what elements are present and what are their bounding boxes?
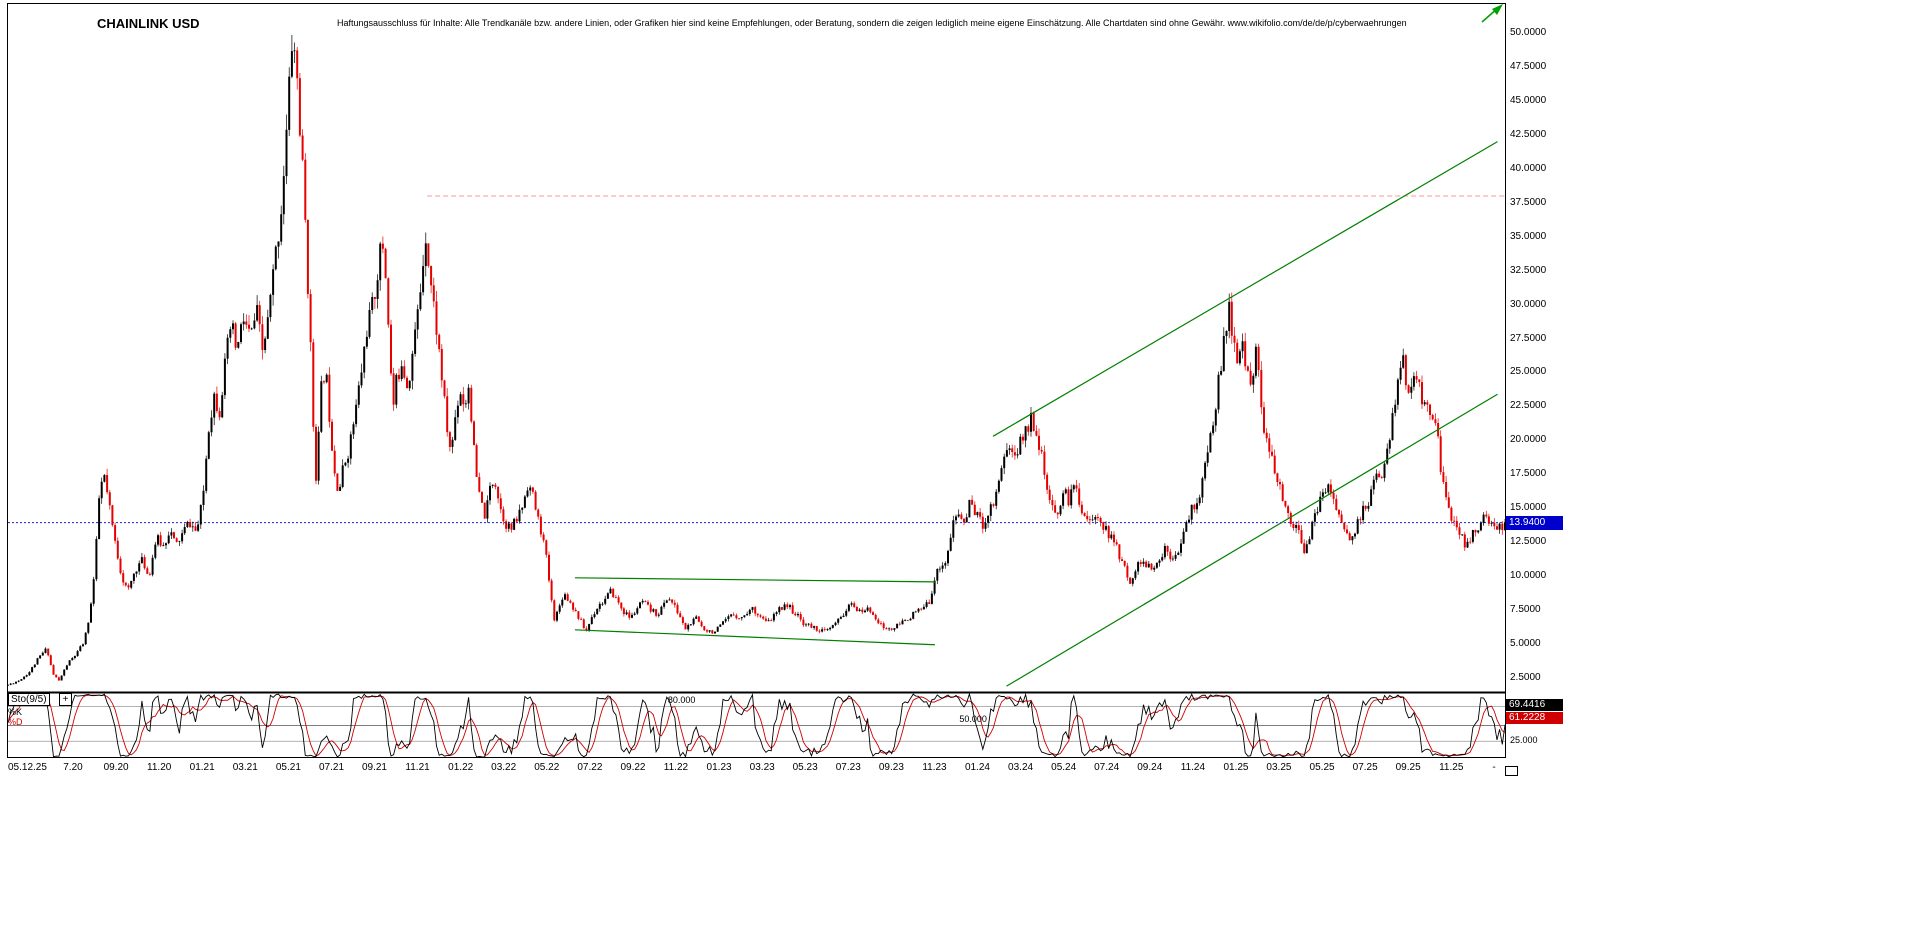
time-axis-label: 01.21 <box>189 762 215 773</box>
time-axis-label: 05.21 <box>275 762 301 773</box>
axis-corner-button[interactable] <box>1505 766 1518 776</box>
chart-title: CHAINLINK USD <box>97 16 200 31</box>
time-axis-label: 03.25 <box>1266 762 1292 773</box>
time-axis-label: 09.21 <box>361 762 387 773</box>
trend-arrow-icon <box>1492 4 1503 15</box>
candle-bodies-up <box>7 50 1506 686</box>
ascending-channel-upper-line[interactable] <box>992 141 1498 437</box>
price-axis-label: 37.5000 <box>1510 196 1547 208</box>
time-axis-label: - <box>1492 762 1496 773</box>
time-axis-label: 09.20 <box>103 762 129 773</box>
price-axis-label: 12.5000 <box>1510 536 1547 548</box>
stoch-level-label: 50.000 <box>959 713 987 724</box>
time-axis-label: 07.23 <box>835 762 861 773</box>
stoch-k-label: %K <box>8 707 23 717</box>
time-axis-label: 11.21 <box>405 762 430 773</box>
time-axis-label: 07.24 <box>1094 762 1120 773</box>
price-axis-label: 22.5000 <box>1510 400 1547 412</box>
current-price-tag: 13.9400 <box>1506 515 1563 530</box>
price-axis-label: 30.0000 <box>1510 298 1547 310</box>
price-axis-label: 15.0000 <box>1510 502 1547 514</box>
time-axis-label: 11.24 <box>1180 762 1206 773</box>
time-axis-label: 11.20 <box>147 762 172 773</box>
time-axis-label: 07.21 <box>318 762 345 773</box>
candle-bodies-down <box>47 50 1504 681</box>
stoch-d-value-tag: 61.2228 <box>1506 712 1563 724</box>
candle-wicks-up <box>7 35 1506 686</box>
stoch-d-label: %D <box>8 717 23 727</box>
time-axis-label: 03.22 <box>491 762 517 773</box>
chart-canvas[interactable] <box>0 0 1570 785</box>
stoch-k-value-tag: 69.4416 <box>1506 699 1563 711</box>
time-axis-label: 07.25 <box>1352 762 1378 773</box>
price-axis-label: 50.0000 <box>1510 26 1547 38</box>
price-axis-label: 5.0000 <box>1510 638 1541 650</box>
time-axis-label: 03.23 <box>749 762 775 773</box>
time-axis-label: 01.24 <box>964 762 990 773</box>
price-axis-label: 35.0000 <box>1510 230 1547 242</box>
price-axis-label: 40.0000 <box>1510 162 1547 174</box>
time-axis-label: 07.22 <box>577 762 603 773</box>
time-axis-label: 05.24 <box>1051 762 1077 773</box>
stoch-k-line <box>7 692 1506 758</box>
time-axis-label: 11.23 <box>922 762 947 773</box>
time-axis-label: 09.23 <box>878 762 904 773</box>
time-axis-label: 05.22 <box>534 762 560 773</box>
indicator-add-button[interactable]: + <box>59 693 72 706</box>
price-axis-label: 17.5000 <box>1510 468 1547 480</box>
disclaimer-text: Haftungsausschluss für Inhalte: Alle Tre… <box>337 18 1407 28</box>
price-axis-label: 42.5000 <box>1510 128 1547 140</box>
stoch-level-label: 80.000 <box>667 694 696 705</box>
price-axis-label: 27.5000 <box>1510 332 1547 344</box>
time-axis-label: 01.25 <box>1223 762 1249 773</box>
chart-frame <box>7 3 1506 758</box>
time-axis-label: 11.25 <box>1439 762 1464 773</box>
consolidation-channel-upper-line[interactable] <box>574 577 935 583</box>
price-axis-label: 2.5000 <box>1510 672 1541 683</box>
price-axis-label: 25.0000 <box>1510 366 1547 378</box>
time-axis-label: 01.22 <box>448 762 474 773</box>
time-axis-label: 05.12.25 <box>8 762 47 773</box>
time-axis-label: 03.24 <box>1008 762 1034 773</box>
price-axis-label: 20.0000 <box>1510 434 1547 446</box>
time-axis-label: 01.23 <box>706 762 732 773</box>
price-axis-label: 10.0000 <box>1510 570 1547 582</box>
price-axis-label: 7.5000 <box>1510 604 1541 616</box>
time-axis-label: 03.21 <box>232 762 258 773</box>
time-axis-label: 11.22 <box>663 762 689 773</box>
time-axis-label: 09.22 <box>620 762 646 773</box>
price-axis-label: 45.0000 <box>1510 94 1547 106</box>
time-axis-label: 09.25 <box>1395 762 1421 773</box>
time-axis-label: 09.24 <box>1137 762 1163 773</box>
ascending-channel-lower-line[interactable] <box>1006 393 1498 687</box>
time-axis-label: 05.25 <box>1309 762 1335 773</box>
chainlink-chart[interactable]: CHAINLINK USD Haftungsausschluss für Inh… <box>0 0 1570 785</box>
candle-wicks-down <box>47 47 1503 681</box>
time-axis-label: 7.20 <box>63 762 83 773</box>
price-axis-label: 32.5000 <box>1510 264 1547 276</box>
time-axis-label: 05.23 <box>792 762 818 773</box>
consolidation-channel-lower-line[interactable] <box>574 629 935 646</box>
price-axis-label: 47.5000 <box>1510 60 1547 72</box>
indicator-label: Sto(9/5) <box>8 693 50 706</box>
stoch-level-label: 25.000 <box>1510 735 1538 746</box>
